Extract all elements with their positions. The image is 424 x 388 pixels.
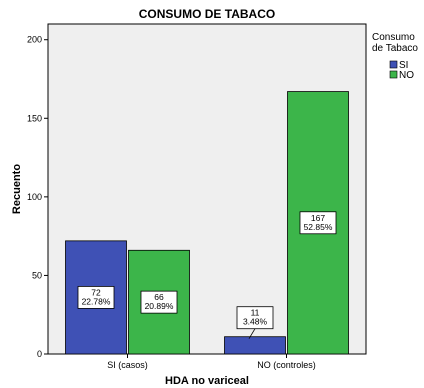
y-axis: 0 50 100 150 200 <box>27 35 48 359</box>
legend-entry: SI <box>399 60 408 71</box>
y-tick-label: 150 <box>27 113 42 123</box>
data-label: 3.48% <box>243 317 268 327</box>
x-axis: SI (casos) NO (controles) <box>107 354 316 370</box>
y-tick-label: 100 <box>27 192 42 202</box>
data-label-box <box>299 211 337 235</box>
chart-title: CONSUMO DE TABACO <box>139 7 275 21</box>
data-label: 11 <box>251 308 260 318</box>
data-label-leader <box>248 328 256 339</box>
legend-swatch <box>389 60 398 69</box>
y-axis-label: Recuento <box>11 164 23 214</box>
data-label: 66 <box>154 292 164 302</box>
legend-entry: NO <box>399 70 414 81</box>
legend-title: Consumo <box>372 32 415 43</box>
x-tick-label: SI (casos) <box>107 360 148 370</box>
legend-title: de Tabaco <box>372 43 418 54</box>
y-tick-label: 0 <box>37 349 42 359</box>
data-label: 20.89% <box>145 301 174 311</box>
data-label-box <box>77 286 115 309</box>
bar <box>224 336 286 355</box>
data-label: 167 <box>311 213 325 223</box>
data-label: 22.78% <box>82 296 111 306</box>
y-tick-label: 200 <box>27 35 42 45</box>
x-axis-label: HDA no variceal <box>165 375 249 387</box>
legend-swatch <box>389 70 398 79</box>
data-label-box <box>236 306 274 330</box>
y-tick-label: 50 <box>32 270 42 280</box>
data-label-box <box>140 290 178 314</box>
data-label: 52.85% <box>304 222 333 232</box>
data-label: 72 <box>91 287 101 297</box>
x-tick-label: NO (controles) <box>257 360 316 370</box>
